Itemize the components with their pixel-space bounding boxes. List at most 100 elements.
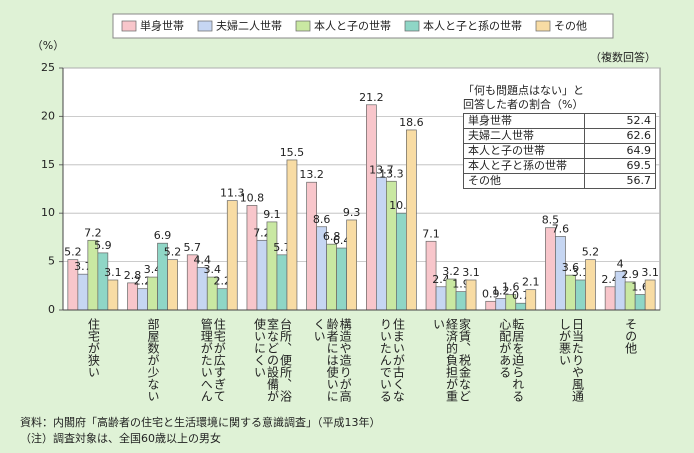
bar [167,259,178,311]
bar [604,286,616,311]
bar [346,219,357,311]
legend-swatch [197,20,213,32]
bar [575,279,586,311]
inset-label: 本人と子と孫の世帯 [463,158,585,174]
bar [326,243,337,311]
x-tick-label: 家賃、税金など経済的負担が重い [431,318,472,402]
data-label: 5.7 [273,241,291,254]
data-label: 7.6 [552,222,570,235]
y-tick-label: 20 [41,109,55,122]
data-label: 13.2 [299,168,324,181]
y-tick-label: 5 [48,255,55,268]
inset-value: 56.7 [584,173,656,189]
data-label: 3.1 [641,266,659,279]
x-tick-label: 住宅が広すぎて管理がたいへん [199,318,227,402]
inset-title-line: 回答した者の割合（%） [463,98,584,111]
bar [485,300,497,311]
legend-swatch [404,20,420,32]
inset-title: 「何も問題点はない」と 回答した者の割合（%） [463,84,584,112]
data-label: 5.2 [164,246,182,259]
legend-label: 夫婦二人世帯 [216,19,282,33]
data-label: 3.4 [144,263,162,276]
legend-label: 本人と子と孫の世帯 [423,19,522,33]
legend-swatch [121,20,137,32]
data-label: 3.1 [572,266,590,279]
x-tick-label: 住まいが古くなりいたんでいる [378,318,406,402]
data-label: 5.2 [582,246,600,259]
data-label: 4 [617,257,624,270]
data-label: 1.6 [502,281,520,294]
y-tick-label: 0 [48,303,55,316]
data-label: 15.5 [280,146,305,159]
data-label: 18.6 [399,116,424,129]
annotation: （複数回答） [590,50,656,64]
bar [306,181,317,311]
data-label: 13.7 [369,163,394,176]
data-label: 7.2 [84,226,102,239]
bar [465,279,477,311]
bar [97,252,109,311]
inset-row: その他 56.7 [463,173,656,189]
inset-row: 単身世帯 52.4 [463,113,656,129]
x-tick-label: 住宅が狭い [86,318,101,378]
data-label: 11.3 [220,187,245,200]
bar [495,298,507,311]
inset-table: 単身世帯 52.4 夫婦二人世帯 62.6 本人と子の世帯 64.9 本人と子と孫の世帯 69… [463,113,656,189]
data-label: 5.7 [184,241,202,254]
data-label: 9.1 [263,208,281,221]
data-label: 1.9 [452,278,470,291]
data-label: 6.8 [323,230,341,243]
x-tick-label: 構造や造りが高齢者には使いにくい [312,318,353,402]
bar [137,288,148,311]
data-label: 21.2 [359,91,384,104]
source-note: 資料：内閣府「高齢者の住宅と生活環境に関する意識調査」（平成13年） [20,416,381,429]
x-tick-label: その他 [623,318,638,354]
footnote: （注）調査対象は、全国60歳以上の男女 [20,432,221,445]
legend-swatch [295,20,311,32]
inset-value: 64.9 [584,143,656,159]
legend-label: 単身世帯 [140,19,184,33]
bar [396,212,407,311]
data-label: 10.8 [240,191,265,204]
bar [147,276,158,311]
inset-value: 62.6 [584,128,656,144]
bar [266,221,278,311]
data-label: 4.4 [194,253,212,266]
data-label: 1.6 [631,281,649,294]
data-label: 3.7 [74,260,92,273]
bar [525,289,537,311]
data-label: 0.7 [512,289,530,302]
data-label: 9.3 [343,206,361,219]
inset-value: 69.5 [584,158,656,174]
bar [336,247,347,311]
data-label: 2.4 [601,273,619,286]
inset-row: 本人と子と孫の世帯 69.5 [463,158,656,174]
bar [226,200,238,311]
inset-title-line: 「何も問題点はない」と [463,84,584,97]
y-tick-label: 10 [41,206,55,219]
x-tick-label: 台所、便所、浴室などの設備が使いにくい [252,318,293,402]
data-label: 2.9 [621,268,639,281]
bar [286,159,298,311]
data-label: 1.2 [492,284,510,297]
bar [455,291,467,311]
data-label: 6.4 [333,234,351,247]
bar [585,259,596,311]
x-tick-label: 部屋数が少ない [146,318,161,402]
bar [256,239,268,311]
bar [515,302,527,311]
data-label: 7.1 [422,227,440,240]
legend-label: 本人と子の世帯 [314,19,391,33]
data-label: 2.8 [124,269,142,282]
data-label: 6.9 [154,229,172,242]
y-unit: （%） [32,39,64,52]
inset-label: 夫婦二人世帯 [463,128,585,144]
y-tick-label: 15 [41,158,55,171]
data-label: 3.1 [462,266,480,279]
bar [376,177,387,311]
bar [366,104,377,311]
bar [565,274,576,311]
data-label: 2.4 [432,273,450,286]
data-label: 5.2 [64,246,82,259]
